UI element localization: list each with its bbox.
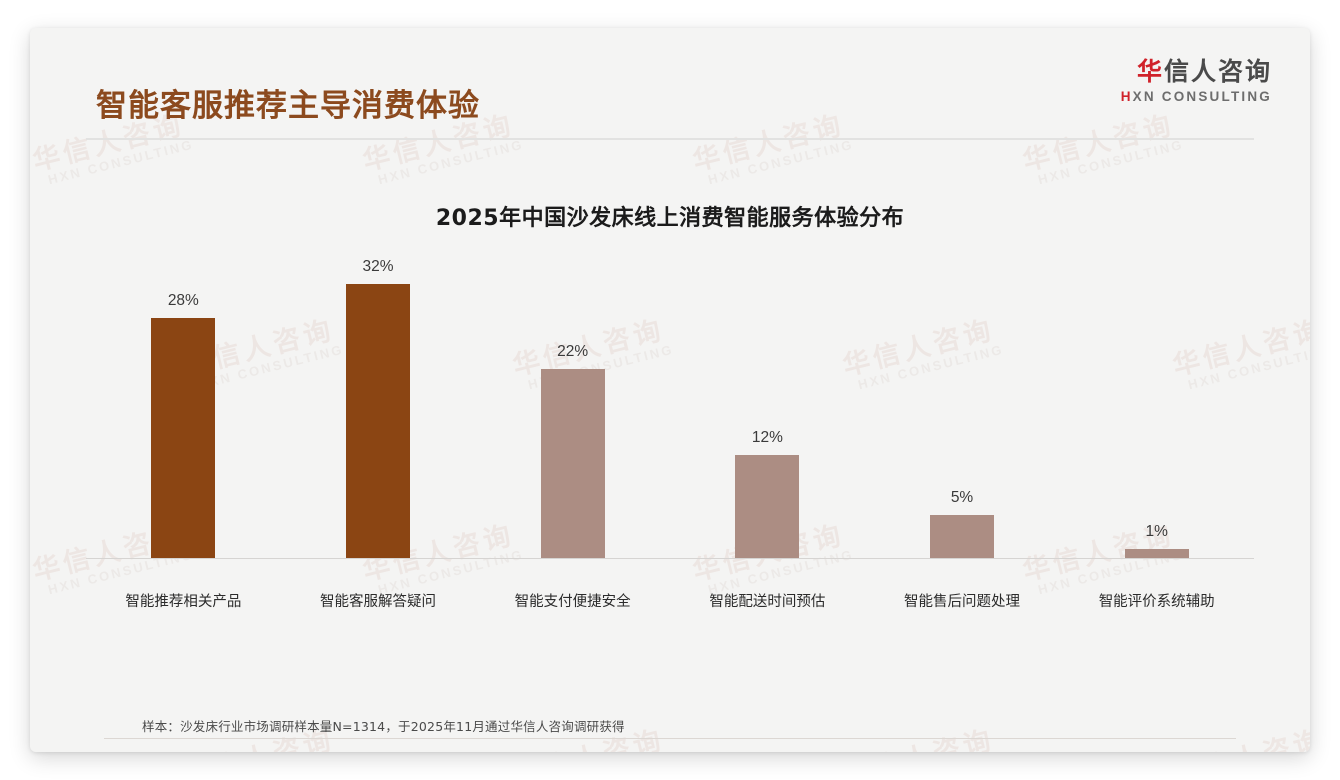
logo-cn-rest: 信人咨询 bbox=[1163, 57, 1272, 86]
slide-footer: ©2026.1 HXR华信人咨询 www.hxrcon.com bbox=[30, 744, 1310, 752]
bar bbox=[1124, 549, 1189, 558]
bar-group: 5% bbox=[865, 258, 1060, 558]
logo-en-rest: XN CONSULTING bbox=[1132, 88, 1272, 104]
logo-en-highlight: H bbox=[1120, 88, 1133, 104]
bar-group: 12% bbox=[670, 258, 865, 558]
category-label: 智能评价系统辅助 bbox=[1098, 594, 1215, 610]
x-axis-category-labels: 智能推荐相关产品 智能客服解答疑问 智能支付便捷安全 智能配送时间预估 智能售后问题处理… bbox=[86, 590, 1254, 611]
slide-header: 智能客服推荐主导消费体验 华信人咨询 HXN CONSULTING bbox=[30, 28, 1310, 124]
bar bbox=[346, 284, 410, 558]
bar bbox=[735, 455, 800, 558]
bar-value-label: 5% bbox=[950, 489, 974, 506]
bar-value-label: 28% bbox=[167, 292, 199, 309]
bar-group: 1% bbox=[1059, 258, 1254, 558]
x-axis-line bbox=[86, 558, 1254, 559]
slide-card: 华信人咨询 HXN CONSULTING 华信人咨询 HXN CONSULTING 华信… bbox=[30, 28, 1310, 752]
logo-cn-highlight: 华 bbox=[1136, 57, 1164, 86]
header-divider bbox=[86, 138, 1254, 140]
bar-chart-bars: 28% 32% 22% 12% 5% 1% bbox=[86, 258, 1254, 558]
brand-logo: 华信人咨询 HXN CONSULTING bbox=[1121, 58, 1272, 104]
bar bbox=[540, 369, 605, 558]
category-label: 智能售后问题处理 bbox=[904, 594, 1021, 610]
bar-value-label: 12% bbox=[751, 429, 783, 446]
bar-value-label: 22% bbox=[557, 343, 589, 360]
bar-group: 22% bbox=[475, 258, 670, 558]
category-label: 智能配送时间预估 bbox=[709, 594, 826, 610]
bar-group: 32% bbox=[281, 258, 476, 558]
bar-value-label: 32% bbox=[362, 258, 394, 275]
page-title: 智能客服推荐主导消费体验 bbox=[96, 88, 480, 124]
bar-value-label: 1% bbox=[1145, 523, 1168, 540]
bar-group: 28% bbox=[86, 258, 281, 558]
bar bbox=[930, 515, 995, 558]
category-label: 智能客服解答疑问 bbox=[320, 594, 436, 610]
footer-divider bbox=[104, 738, 1236, 739]
sample-note: 样本：沙发床行业市场调研样本量N=1314，于2025年11月通过华信人咨询调研… bbox=[142, 719, 625, 734]
logo-chinese: 华信人咨询 bbox=[1121, 58, 1272, 86]
bar bbox=[151, 318, 216, 558]
category-label: 智能支付便捷安全 bbox=[514, 594, 631, 610]
logo-english: HXN CONSULTING bbox=[1121, 89, 1272, 104]
chart-title: 2025年中国沙发床线上消费智能服务体验分布 bbox=[435, 206, 905, 231]
category-label: 智能推荐相关产品 bbox=[125, 594, 242, 610]
